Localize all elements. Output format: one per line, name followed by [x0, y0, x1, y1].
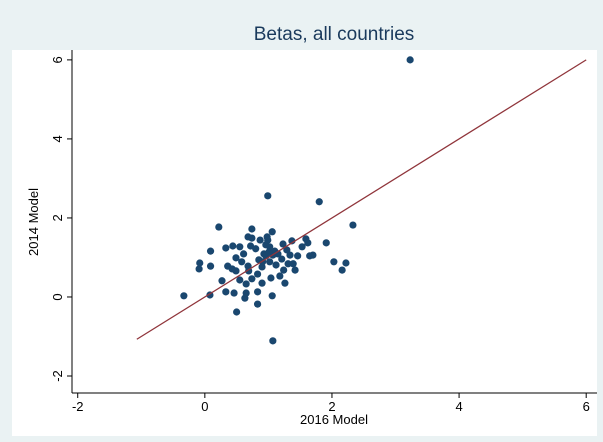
point	[195, 265, 203, 273]
x-tick-label: 4	[455, 399, 462, 414]
y-tick-label: 4	[50, 135, 65, 142]
point	[342, 259, 350, 267]
point	[240, 250, 248, 258]
point	[238, 258, 246, 266]
point	[322, 239, 330, 247]
point	[291, 266, 299, 274]
point	[286, 251, 294, 259]
point	[338, 266, 346, 274]
point	[269, 337, 277, 345]
point	[283, 246, 291, 254]
y-tick-label: -2	[50, 370, 65, 382]
point	[315, 198, 323, 206]
point	[256, 236, 264, 244]
point	[236, 243, 244, 251]
point	[309, 251, 317, 259]
point	[230, 289, 238, 297]
point	[244, 262, 252, 270]
point	[248, 275, 256, 283]
point	[264, 192, 272, 200]
point	[294, 252, 302, 260]
point	[253, 288, 262, 296]
point	[279, 240, 287, 248]
point	[281, 279, 289, 287]
point	[233, 308, 241, 316]
point	[278, 255, 286, 263]
point	[304, 239, 312, 247]
point	[298, 243, 306, 251]
x-tick-label: 2	[328, 399, 335, 414]
x-tick-label: 6	[583, 399, 590, 414]
point	[289, 260, 297, 268]
point	[196, 259, 204, 267]
point	[229, 242, 237, 250]
point	[406, 56, 414, 64]
point	[258, 279, 266, 287]
point	[252, 245, 260, 253]
point	[330, 258, 338, 266]
point	[218, 277, 226, 285]
fit-line	[136, 59, 587, 340]
point	[267, 274, 275, 282]
y-tick-label: 6	[50, 56, 65, 63]
point	[215, 223, 223, 231]
point	[349, 221, 357, 229]
point	[288, 237, 296, 245]
point	[280, 266, 288, 274]
y-tick-label: 0	[50, 293, 65, 300]
chart-title: Betas, all countries	[254, 24, 415, 45]
point	[236, 276, 244, 284]
point	[253, 300, 262, 308]
point	[265, 248, 273, 256]
point	[253, 270, 262, 278]
x-tick-label: 0	[201, 399, 208, 414]
x-axis-title: 2016 Model	[300, 412, 368, 427]
point	[222, 244, 230, 252]
point	[206, 262, 215, 270]
point	[268, 292, 276, 300]
y-tick-label: 2	[50, 214, 65, 221]
point	[242, 289, 250, 297]
point	[248, 225, 256, 233]
point	[222, 288, 230, 296]
y-axis-title: 2014 Model	[26, 188, 41, 256]
point	[272, 261, 280, 269]
point	[228, 265, 236, 273]
point	[232, 254, 240, 262]
point	[266, 258, 274, 266]
point	[264, 236, 272, 244]
point	[248, 234, 256, 242]
point	[276, 272, 284, 280]
x-tick-label: -2	[72, 399, 84, 414]
point	[268, 228, 276, 236]
point	[284, 260, 292, 268]
point	[206, 247, 215, 255]
point	[180, 292, 188, 300]
point	[242, 280, 250, 288]
